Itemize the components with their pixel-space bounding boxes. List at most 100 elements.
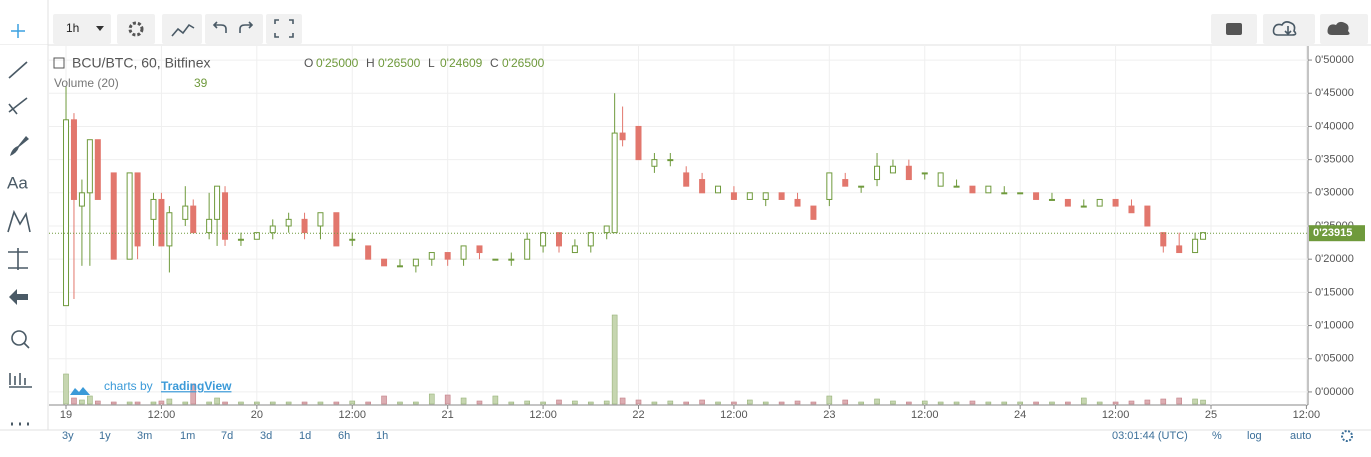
volume-bar <box>556 399 562 405</box>
volume-bar <box>890 400 896 405</box>
volume-bar <box>1096 401 1103 405</box>
candle-body <box>460 245 467 260</box>
candle-body <box>524 238 531 260</box>
indicators-icon <box>171 23 195 37</box>
volume-bar <box>158 400 165 405</box>
timeframe-button[interactable]: 6h <box>338 430 350 442</box>
candle-body <box>476 245 483 254</box>
candle-body <box>1176 245 1183 254</box>
candle-body <box>683 172 690 187</box>
volume-bar <box>1017 401 1023 405</box>
pattern-tool[interactable] <box>7 209 31 233</box>
candle-body <box>63 119 70 307</box>
timeframe-button[interactable]: 1h <box>376 430 388 442</box>
volume-bar <box>540 401 546 405</box>
candle-body <box>190 205 197 234</box>
timeframe-button[interactable]: 1m <box>180 430 195 442</box>
candle-body <box>1144 205 1151 227</box>
candle-body <box>428 252 435 260</box>
symbol-collapse[interactable] <box>53 57 65 69</box>
volume-bar <box>269 401 276 405</box>
volume-bar <box>492 395 499 405</box>
measure-tool[interactable] <box>8 248 28 270</box>
volume-bar <box>71 397 77 405</box>
y-tick-label: 0'05000 <box>1315 353 1354 365</box>
candle-body <box>1096 198 1103 207</box>
indicators-button[interactable] <box>162 14 202 44</box>
y-tick-label: 0'40000 <box>1315 120 1354 132</box>
x-tick-label: 12:00 <box>720 409 748 421</box>
x-tick-label: 12:00 <box>148 409 176 421</box>
x-tick-label: 24 <box>1014 409 1026 421</box>
timeframe-button[interactable]: 1y <box>99 430 111 442</box>
x-tick-label: 12:00 <box>338 409 366 421</box>
interval-label[interactable]: 1h <box>66 21 79 35</box>
x-tick-label: 23 <box>823 409 835 421</box>
x-tick-label: 12:00 <box>529 409 557 421</box>
percent-toggle[interactable]: % <box>1212 430 1222 442</box>
interval-button[interactable] <box>53 14 111 44</box>
back-tool[interactable] <box>9 289 28 305</box>
volume-bar <box>508 401 515 405</box>
volume-bar <box>635 399 642 405</box>
timeframe-button[interactable]: 3m <box>137 430 152 442</box>
zoom-tool[interactable] <box>11 330 27 346</box>
candle-body <box>269 225 276 234</box>
candle-body <box>317 212 324 227</box>
fib-tool[interactable] <box>8 97 28 115</box>
candle-body <box>78 192 85 207</box>
volume-bar <box>95 400 101 405</box>
volume-bar <box>63 373 69 405</box>
volume-title: Volume (20) <box>54 76 119 90</box>
candle-body <box>826 172 833 200</box>
y-tick-label: 0'35000 <box>1315 154 1354 166</box>
undo-redo-button[interactable] <box>205 14 263 44</box>
x-tick-label: 20 <box>251 409 263 421</box>
axis-settings[interactable] <box>1341 430 1353 442</box>
timeframe-button[interactable]: 1d <box>299 430 311 442</box>
candle-body <box>381 258 388 267</box>
log-toggle[interactable]: log <box>1247 430 1262 442</box>
ohlc-key: H <box>366 56 375 70</box>
timeframe-button[interactable]: 7d <box>221 430 233 442</box>
ohlc-key: O <box>304 56 313 70</box>
auto-toggle[interactable]: auto <box>1290 430 1311 442</box>
timeframe-button[interactable]: 3d <box>260 430 272 442</box>
brush-tool[interactable] <box>10 136 29 156</box>
volume-bar <box>413 401 419 405</box>
volume-bar <box>858 401 864 405</box>
volume-value: 39 <box>194 76 208 90</box>
candle-body <box>150 198 157 220</box>
settings-button[interactable] <box>117 14 155 44</box>
candle-body <box>921 172 928 175</box>
volume-bar <box>285 401 292 405</box>
fullscreen-button[interactable] <box>266 14 302 44</box>
volume-bar <box>1112 401 1119 405</box>
volume-bar <box>79 399 85 405</box>
timeframe-button[interactable]: 3y <box>62 430 74 442</box>
candle-body <box>222 192 229 240</box>
ohlc-key: C <box>490 56 499 70</box>
redo-icon <box>239 21 254 33</box>
volume-bar <box>921 400 928 405</box>
candle-body <box>349 238 356 241</box>
x-tick-label: 12:00 <box>911 409 939 421</box>
candle-body <box>301 218 308 234</box>
ohlc-value: 0'24609 <box>440 56 483 70</box>
candle-body <box>905 165 912 181</box>
volume-bar <box>333 401 340 405</box>
candle-body <box>555 232 562 247</box>
candle-body <box>778 192 785 200</box>
volume-bar <box>134 401 141 405</box>
cloud-up-icon <box>1327 21 1350 35</box>
x-tick-label: 12:00 <box>1102 409 1130 421</box>
crosshair-tool[interactable] <box>11 24 25 38</box>
text-tool[interactable]: Aa <box>7 173 28 192</box>
load-button[interactable] <box>1263 14 1315 44</box>
trendline-tool[interactable] <box>8 61 28 79</box>
x-tick-label: 21 <box>442 409 454 421</box>
candle-body <box>587 232 594 247</box>
watermark-brand[interactable]: TradingView <box>161 379 232 393</box>
bars-tool[interactable] <box>9 373 32 388</box>
